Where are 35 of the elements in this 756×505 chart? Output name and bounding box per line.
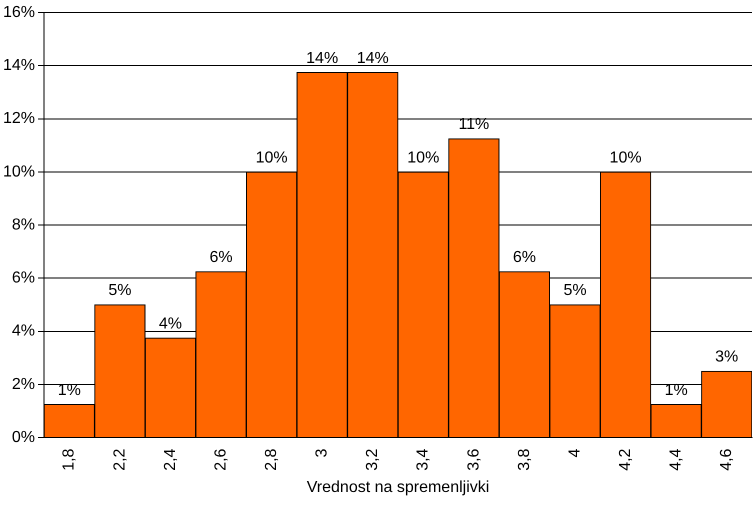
x-axis-title: Vrednost na spremenljivki [306,478,490,496]
x-tick-label: 2,8 [262,448,280,471]
data-label: 5% [108,282,132,300]
data-label: 3% [715,348,738,366]
y-tick-label: 12% [2,110,36,128]
x-tick-label: 3,8 [516,448,533,471]
data-label: 10% [256,149,288,166]
data-label: 6% [209,248,233,266]
x-tick-label: 2,2 [111,448,128,471]
y-tick-label: 2% [12,376,36,393]
x-tick-label: 3,6 [465,448,482,471]
data-label: 6% [512,248,536,266]
x-tick-label: 3,4 [414,448,432,471]
x-tick-label: 2,6 [212,448,230,471]
y-tick-label: 14% [2,57,36,74]
y-tick-label: 0% [12,428,36,446]
y-tick-label: 8% [12,216,36,234]
x-tick-label: 4,6 [718,448,736,471]
data-label: 4% [158,315,182,332]
y-tick-label: 16% [2,4,36,22]
x-tick-label: 4,2 [616,448,634,471]
data-label: 5% [563,282,587,300]
x-tick-label: 3,2 [364,448,382,471]
x-tick-label: 4,4 [668,448,685,471]
data-label: 14% [306,50,338,67]
x-tick-label: 1,8 [60,448,78,471]
data-label: 10% [407,149,440,166]
data-label: 14% [356,50,389,67]
y-tick-label: 6% [12,270,36,287]
y-tick-label: 10% [2,163,36,180]
y-tick-label: 4% [12,322,36,340]
data-label: 10% [610,149,642,166]
x-tick-label: 3 [314,448,331,458]
x-tick-label: 4 [566,448,584,458]
x-tick-label: 2,4 [162,448,179,471]
